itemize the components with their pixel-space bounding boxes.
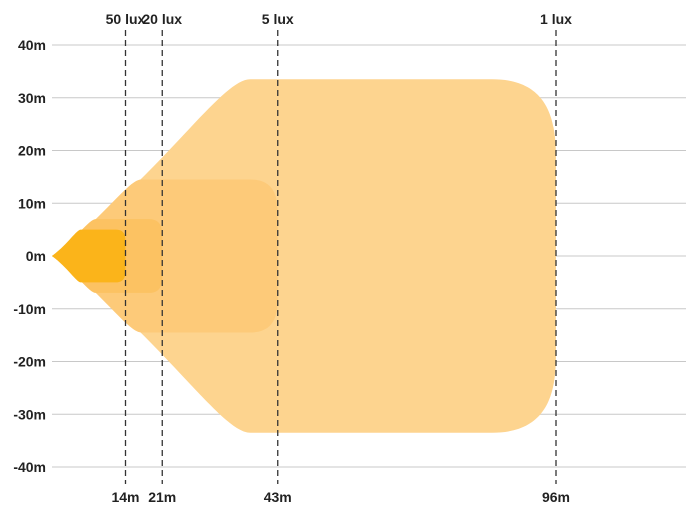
y-tick-label: 20m bbox=[18, 143, 46, 159]
lux-label: 5 lux bbox=[262, 11, 294, 27]
distance-markers bbox=[124, 30, 557, 484]
y-tick-label: 30m bbox=[18, 90, 46, 106]
y-tick-label: -10m bbox=[13, 301, 46, 317]
y-tick-label: 0m bbox=[26, 248, 46, 264]
distance-label: 43m bbox=[264, 489, 292, 505]
lux-label: 1 lux bbox=[540, 11, 572, 27]
y-tick-label: 10m bbox=[18, 195, 46, 211]
y-tick-label: 40m bbox=[18, 37, 46, 53]
tick-labels: 40m 30m 20m 10m 0m -10m -20m -30m -40m 1 lux 96m 5 … bbox=[13, 11, 572, 505]
distance-label: 96m bbox=[542, 489, 570, 505]
y-tick-label: -30m bbox=[13, 406, 46, 422]
y-tick-label: -20m bbox=[13, 354, 46, 370]
distance-label: 21m bbox=[148, 489, 176, 505]
beam-areas bbox=[52, 79, 556, 433]
beam-area bbox=[52, 79, 556, 433]
y-tick-label: -40m bbox=[13, 459, 46, 475]
beam-area bbox=[52, 229, 126, 283]
distance-label: 14m bbox=[111, 489, 139, 505]
beam-area bbox=[52, 179, 278, 333]
lux-label: 50 lux bbox=[106, 11, 146, 27]
lux-label: 20 lux bbox=[142, 11, 182, 27]
